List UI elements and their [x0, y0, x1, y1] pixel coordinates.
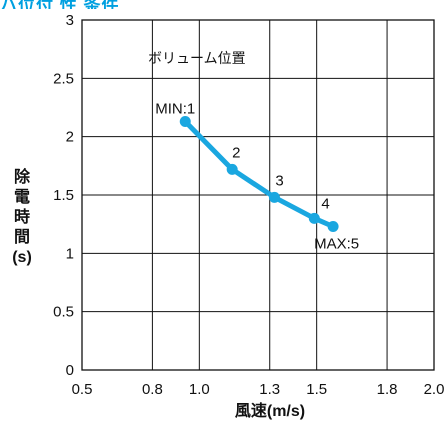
data-point	[327, 221, 339, 232]
grid	[81, 19, 435, 371]
y-tick-label: 1	[66, 245, 74, 262]
x-tick-label: 0.8	[142, 381, 163, 398]
y-axis-ticks: 0 0.5 1 1.5 2 2.5 3	[53, 12, 74, 379]
y-tick-label: 2	[66, 129, 74, 146]
series: MIN:1 2 3 4 MAX:5	[155, 101, 359, 253]
y-axis-label-char: 除	[14, 167, 31, 186]
x-tick-label: 1.3	[259, 381, 280, 398]
x-tick-label: 1.0	[189, 381, 210, 398]
x-tick-label: 1.8	[377, 381, 398, 398]
y-axis-label-char: 時	[14, 207, 30, 226]
page-title: ハ位付 性 条件	[0, 0, 260, 9]
data-point	[179, 116, 191, 127]
data-point-label: 4	[321, 195, 329, 212]
y-tick-label: 0.5	[53, 304, 74, 321]
x-tick-label: 2.0	[424, 381, 445, 398]
x-tick-label: 1.5	[306, 381, 327, 398]
x-tick-label: 0.5	[72, 381, 93, 398]
data-point	[308, 212, 320, 224]
data-point-label: 3	[275, 172, 283, 189]
data-point-label: MAX:5	[314, 236, 359, 253]
data-point	[268, 191, 280, 203]
x-axis-label: 風速(m/s)	[235, 402, 305, 420]
y-axis-label-char: 間	[14, 228, 30, 246]
y-tick-label: 1.5	[53, 187, 74, 204]
annotation-volume-position: ボリューム位置	[148, 50, 246, 66]
series-line	[182, 119, 336, 229]
x-axis-ticks: 0.5 0.8 1.0 1.3 1.5 1.8 2.0	[72, 381, 445, 398]
y-tick-label: 3	[66, 12, 74, 29]
data-point	[226, 163, 238, 175]
y-tick-label: 0	[66, 362, 74, 379]
data-point-label: 2	[232, 144, 240, 161]
y-tick-label: 2.5	[53, 70, 74, 87]
plot-frame	[81, 19, 435, 371]
y-axis-label-char: (s)	[12, 249, 32, 266]
y-axis-label-char: 電	[14, 188, 30, 206]
data-point-label: MIN:1	[155, 101, 195, 118]
